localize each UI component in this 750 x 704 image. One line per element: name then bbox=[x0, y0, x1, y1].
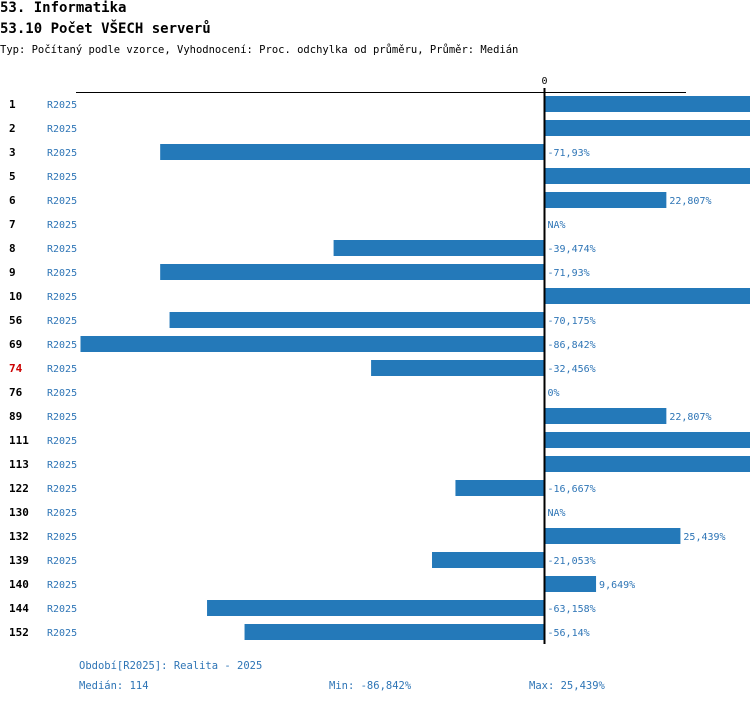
page-title: 53. Informatika bbox=[0, 0, 127, 16]
bar-value-label: 22,807% bbox=[669, 196, 711, 207]
bar-value-label: -21,053% bbox=[548, 556, 596, 567]
bar bbox=[244, 624, 545, 640]
row-id-label: 2 bbox=[9, 122, 16, 135]
bar bbox=[544, 192, 667, 208]
bar-value-label: -16,667% bbox=[548, 484, 596, 495]
row-period-label: R2025 bbox=[47, 196, 77, 207]
row-period-label: R2025 bbox=[47, 460, 77, 471]
row-id-label: 10 bbox=[9, 290, 22, 303]
bar bbox=[544, 408, 667, 424]
row-id-label: 113 bbox=[9, 458, 29, 471]
bar-value-label: -70,175% bbox=[548, 316, 596, 327]
footer-period: Období[R2025]: Realita - 2025 bbox=[79, 660, 263, 672]
bar bbox=[544, 456, 750, 472]
bar-value-label: -71,93% bbox=[548, 268, 590, 279]
bar bbox=[169, 312, 545, 328]
row-period-label: R2025 bbox=[47, 172, 77, 183]
row-period-label: R2025 bbox=[47, 340, 77, 351]
bar bbox=[80, 336, 545, 352]
bar-value-label: -39,474% bbox=[548, 244, 596, 255]
row-id-label: 89 bbox=[9, 410, 22, 423]
bar bbox=[544, 528, 681, 544]
footer-min: Min: -86,842% bbox=[329, 680, 412, 692]
bar bbox=[160, 264, 545, 280]
row-id-label: 152 bbox=[9, 626, 29, 639]
bar bbox=[544, 96, 750, 112]
row-id-label: 3 bbox=[9, 146, 16, 159]
bar-value-label: -86,842% bbox=[548, 340, 596, 351]
bar-value-label: 25,439% bbox=[683, 532, 725, 543]
row-id-label: 132 bbox=[9, 530, 29, 543]
row-period-label: R2025 bbox=[47, 436, 77, 447]
bar-value-label: -32,456% bbox=[548, 364, 596, 375]
footer-median: Medián: 114 bbox=[79, 680, 149, 692]
chart-type-description: Typ: Počítaný podle vzorce, Vyhodnocení:… bbox=[0, 44, 519, 56]
bar-value-label: -71,93% bbox=[548, 148, 590, 159]
row-id-label: 74 bbox=[9, 362, 23, 375]
row-period-label: R2025 bbox=[47, 220, 77, 231]
bar-value-label: -63,158% bbox=[548, 604, 596, 615]
bar bbox=[432, 552, 545, 568]
row-id-label: 122 bbox=[9, 482, 29, 495]
zero-tick-label: 0 bbox=[541, 76, 547, 87]
row-id-label: 111 bbox=[9, 434, 29, 447]
row-period-label: R2025 bbox=[47, 628, 77, 639]
row-id-label: 7 bbox=[9, 218, 16, 231]
bar-value-label: NA% bbox=[548, 508, 566, 519]
row-period-label: R2025 bbox=[47, 148, 77, 159]
row-id-label: 56 bbox=[9, 314, 23, 327]
bar bbox=[371, 360, 545, 376]
row-id-label: 1 bbox=[9, 98, 16, 111]
row-id-label: 139 bbox=[9, 554, 29, 567]
row-id-label: 8 bbox=[9, 242, 16, 255]
bar bbox=[544, 168, 750, 184]
row-period-label: R2025 bbox=[47, 316, 77, 327]
row-id-label: 140 bbox=[9, 578, 29, 591]
row-id-label: 69 bbox=[9, 338, 22, 351]
row-id-label: 144 bbox=[9, 602, 29, 615]
row-period-label: R2025 bbox=[47, 556, 77, 567]
footer-max: Max: 25,439% bbox=[529, 680, 605, 692]
row-id-label: 76 bbox=[9, 386, 23, 399]
row-period-label: R2025 bbox=[47, 604, 77, 615]
bar bbox=[544, 576, 597, 592]
bar-value-label: 22,807% bbox=[669, 412, 711, 423]
row-period-label: R2025 bbox=[47, 388, 77, 399]
row-period-label: R2025 bbox=[47, 580, 77, 591]
row-id-label: 9 bbox=[9, 266, 16, 279]
bar bbox=[160, 144, 545, 160]
row-period-label: R2025 bbox=[47, 508, 77, 519]
row-id-label: 130 bbox=[9, 506, 29, 519]
bar bbox=[544, 288, 750, 304]
row-id-label: 5 bbox=[9, 170, 16, 183]
bar bbox=[207, 600, 545, 616]
row-period-label: R2025 bbox=[47, 532, 77, 543]
row-period-label: R2025 bbox=[47, 124, 77, 135]
bar-value-label: 9,649% bbox=[599, 580, 635, 591]
row-period-label: R2025 bbox=[47, 100, 77, 111]
bar-value-label: NA% bbox=[548, 220, 566, 231]
bar-value-label: 0% bbox=[548, 388, 560, 399]
bar bbox=[544, 432, 750, 448]
bar-value-label: -56,14% bbox=[548, 628, 590, 639]
row-period-label: R2025 bbox=[47, 244, 77, 255]
row-period-label: R2025 bbox=[47, 292, 77, 303]
row-period-label: R2025 bbox=[47, 364, 77, 375]
bar bbox=[455, 480, 545, 496]
deviation-bar-chart: 0 1 R2025 2 R2025 3 R2025 -71,93% 5 R2025 6 R2025 22… bbox=[9, 76, 750, 644]
row-period-label: R2025 bbox=[47, 484, 77, 495]
bar bbox=[333, 240, 545, 256]
chart-subtitle: 53.10 Počet VŠECH serverů bbox=[0, 21, 211, 37]
row-period-label: R2025 bbox=[47, 268, 77, 279]
row-id-label: 6 bbox=[9, 194, 16, 207]
row-period-label: R2025 bbox=[47, 412, 77, 423]
bar bbox=[544, 120, 750, 136]
